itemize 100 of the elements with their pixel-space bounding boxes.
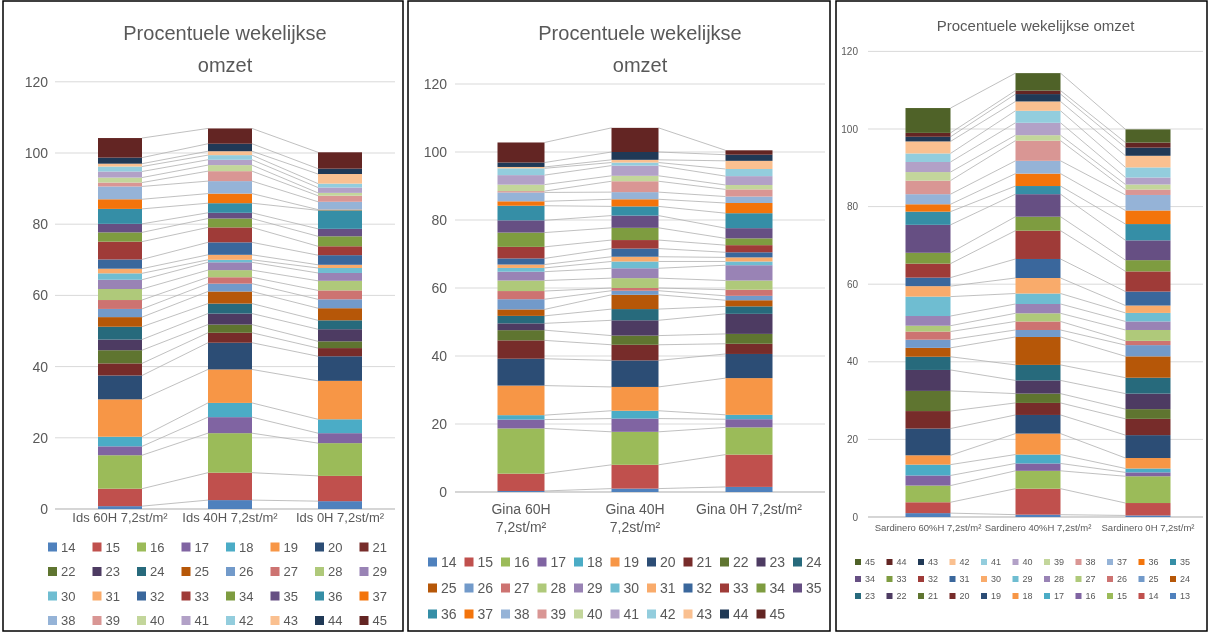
x-tick-label: Ids 60H 7,2st/m² xyxy=(72,510,169,525)
legend-label: 17 xyxy=(1054,591,1065,602)
legend-label: 44 xyxy=(733,605,749,622)
legend-label: 32 xyxy=(928,574,939,585)
y-tick-label: 60 xyxy=(846,278,859,290)
legend-label: 18 xyxy=(587,553,603,570)
y-tick-label: 80 xyxy=(846,201,859,213)
y-tick-label: 100 xyxy=(841,123,859,135)
legend-label: 45 xyxy=(865,557,876,568)
legend-label: 19 xyxy=(283,539,298,555)
legend-label: 35 xyxy=(806,579,822,596)
legend-label: 42 xyxy=(239,613,254,629)
legend-label: 34 xyxy=(769,579,786,596)
legend-label: 29 xyxy=(1022,574,1033,585)
y-tick-label: 120 xyxy=(841,45,859,57)
legend-label: 19 xyxy=(991,591,1002,602)
legend-label: 34 xyxy=(865,574,876,585)
y-tick-label: 0 xyxy=(852,511,859,523)
legend-label: 31 xyxy=(660,579,676,596)
y-tick-label: 100 xyxy=(423,143,448,160)
legend-label: 21 xyxy=(696,553,713,570)
legend-label: 27 xyxy=(1085,574,1096,585)
legend-label: 31 xyxy=(959,574,970,585)
legend-label: 17 xyxy=(194,539,209,555)
legend-label: 40 xyxy=(150,613,165,629)
legend-label: 41 xyxy=(194,613,209,629)
legend-label: 25 xyxy=(1148,574,1159,585)
legend-label: 20 xyxy=(328,539,343,555)
legend-label: 19 xyxy=(623,553,640,570)
legend-label: 36 xyxy=(441,605,457,622)
y-tick-label: 60 xyxy=(431,279,448,296)
y-tick-label: 60 xyxy=(32,287,49,304)
legend-label: 43 xyxy=(928,557,939,568)
y-tick-label: 80 xyxy=(32,216,49,233)
legend-label: 34 xyxy=(239,588,254,604)
legend-label: 24 xyxy=(1180,574,1191,585)
legend-label: 39 xyxy=(105,613,120,629)
legend-label: 25 xyxy=(194,564,209,580)
legend-label: 23 xyxy=(105,564,120,580)
legend-label: 38 xyxy=(61,613,76,629)
legend-label: 13 xyxy=(1180,591,1191,602)
y-tick-label: 80 xyxy=(431,211,448,228)
legend-label: 27 xyxy=(283,564,298,580)
legend-label: 40 xyxy=(587,605,603,622)
legend-label: 15 xyxy=(477,553,494,570)
legend-label: 37 xyxy=(477,605,494,622)
legend-label: 41 xyxy=(991,557,1002,568)
y-tick-label: 40 xyxy=(32,358,49,375)
legend-label: 38 xyxy=(514,605,530,622)
legend-label: 42 xyxy=(959,557,970,568)
legend-label: 28 xyxy=(328,564,343,580)
x-tick-label: Gina 60H 7,2st/m² xyxy=(491,501,551,536)
legend-label: 18 xyxy=(239,539,254,555)
y-tick-label: 120 xyxy=(423,75,448,92)
legend-label: 43 xyxy=(283,613,298,629)
legend-label: 45 xyxy=(372,613,387,629)
legend-label: 22 xyxy=(61,564,76,580)
legend-label: 15 xyxy=(105,539,120,555)
legend-label: 35 xyxy=(283,588,298,604)
legend-label: 21 xyxy=(928,591,939,602)
legend-label: 30 xyxy=(623,579,640,596)
legend-label: 35 xyxy=(1180,557,1191,568)
legend-label: 32 xyxy=(696,579,713,596)
legend-label: 20 xyxy=(959,591,970,602)
legend-label: 38 xyxy=(1085,557,1096,568)
legend-label: 29 xyxy=(372,564,387,580)
legend-label: 41 xyxy=(623,605,640,622)
x-tick-label: Ids 0H 7,2st/m² xyxy=(295,510,385,525)
legend-label: 25 xyxy=(441,579,457,596)
y-tick-label: 40 xyxy=(431,347,448,364)
legend-label: 16 xyxy=(1085,591,1096,602)
legend-label: 33 xyxy=(896,574,907,585)
legend-label: 14 xyxy=(1148,591,1159,602)
y-tick-label: 0 xyxy=(40,500,49,517)
legend-label: 16 xyxy=(514,553,530,570)
legend-label: 26 xyxy=(1117,574,1128,585)
legend-label: 26 xyxy=(477,579,494,596)
legend-label: 23 xyxy=(769,553,786,570)
legend-label: 33 xyxy=(194,588,209,604)
legend-label: 31 xyxy=(105,588,120,604)
legend-label: 18 xyxy=(1022,591,1033,602)
legend-label: 33 xyxy=(733,579,749,596)
legend-label: 29 xyxy=(587,579,603,596)
legend-label: 24 xyxy=(806,553,822,570)
y-tick-label: 100 xyxy=(24,144,49,161)
x-tick-label: Sardinero 0H 7,2st/m² xyxy=(1101,522,1195,533)
legend-label: 22 xyxy=(733,553,749,570)
y-tick-label: 20 xyxy=(32,429,49,446)
legend-label: 22 xyxy=(896,591,907,602)
y-tick-label: 20 xyxy=(846,433,859,445)
legend-label: 44 xyxy=(328,613,343,629)
legend-label: 44 xyxy=(896,557,907,568)
x-tick-label: Gina 40H 7,2st/m² xyxy=(605,501,665,536)
legend-label: 14 xyxy=(61,539,76,555)
legend-label: 37 xyxy=(1117,557,1128,568)
x-tick-label: Gina 0H 7,2st/m² xyxy=(696,501,803,517)
y-tick-label: 40 xyxy=(846,356,859,368)
x-tick-label: Sardinero 40%H 7,2st/m² xyxy=(984,522,1092,533)
legend-label: 26 xyxy=(239,564,254,580)
legend-label: 24 xyxy=(150,564,165,580)
